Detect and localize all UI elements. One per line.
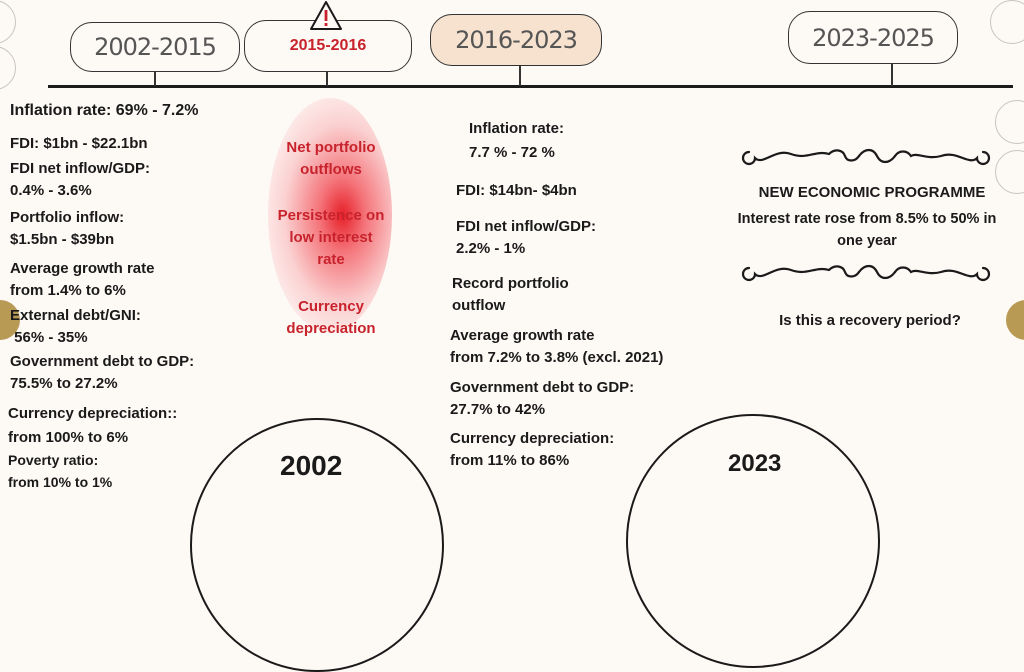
period-2016-2023: 2016-2023 [430,14,602,66]
programme-text: one year [837,233,897,249]
timeline-tick [519,66,521,86]
year-label-2002: 2002 [280,450,343,481]
stat-line: Poverty ratio: [8,452,99,468]
stat-line: 0.4% - 3.6% [10,182,92,199]
gold-dot [1006,300,1024,340]
stat-line: 2.2% - 1% [456,240,526,257]
stat-line: FDI net inflow/GDP: [10,160,150,177]
stat-line: Record portfolio [452,275,569,292]
stat-line: from 100% to 6% [8,429,129,446]
stat-line-red: Net portfolio [286,139,376,156]
stat-line: FDI net inflow/GDP: [456,218,596,235]
decorative-arc [0,0,16,44]
stat-line: from 7.2% to 3.8% (excl. 2021) [450,349,664,366]
timeline-axis [48,85,1013,88]
stat-line: from 1.4% to 6% [10,282,126,299]
stat-line-red: Currency [298,298,364,315]
stat-line: 56% - 35% [10,329,88,346]
period-label: 2016-2023 [455,26,578,54]
programme-heading: NEW ECONOMIC PROGRAMME [758,184,986,201]
period-2023-2025: 2023-2025 [788,11,958,64]
timeline-tick [326,72,328,86]
stat-line: Inflation rate: [469,120,565,137]
recovery-question: Is this a recovery period? [779,312,961,329]
stat-line: Portfolio inflow: [10,209,125,226]
stat-line: Currency depreciation: [450,430,615,447]
stat-line: outflow [452,297,506,314]
timeline-tick [891,64,893,86]
stat-line-red: rate [317,251,345,268]
gold-dot [0,300,20,340]
stat-line: $1.5bn - $39bn [10,231,115,248]
decorative-arc [990,0,1024,44]
decorative-arc [995,100,1024,144]
stat-line: Average growth rate [450,327,595,344]
stat-line-red: depreciation [286,320,376,337]
red-gradient-highlight [268,98,392,332]
stat-line: 27.7% to 42% [450,401,546,418]
warning-icon [310,1,342,30]
period-label: 2002-2015 [94,33,217,61]
stat-line: Government debt to GDP: [450,379,635,396]
stat-line: from 10% to 1% [8,474,113,490]
stat-line-red: outflows [300,161,362,178]
stat-line: 75.5% to 27.2% [10,375,118,392]
flourish-divider-icon [741,148,991,166]
stat-line: 7.7 % - 72 % [469,144,555,161]
stat-line: External debt/GNI: [10,307,141,324]
stat-line: Government debt to GDP: [10,353,195,370]
stat-line: Average growth rate [10,260,155,277]
stat-line-red: Persistence on [277,207,385,224]
stat-line: FDI: $1bn - $22.1bn [10,135,148,152]
period-label: 2015-2016 [289,37,367,54]
decorative-arc [0,46,16,90]
year-label-2023: 2023 [728,450,782,477]
stat-line: FDI: $14bn- $4bn [456,182,577,199]
stat-line: Currency depreciation:: [8,405,178,422]
period-2002-2015: 2002-2015 [70,22,240,72]
timeline-tick [154,72,156,86]
flourish-divider-icon [741,264,991,282]
stat-line-red: low interest [289,229,373,246]
period-label: 2023-2025 [812,23,935,52]
programme-text: Interest rate rose from 8.5% to 50% in [737,211,997,227]
stat-line: from 11% to 86% [450,452,570,469]
stat-line: Inflation rate: 69% - 7.2% [10,102,199,119]
